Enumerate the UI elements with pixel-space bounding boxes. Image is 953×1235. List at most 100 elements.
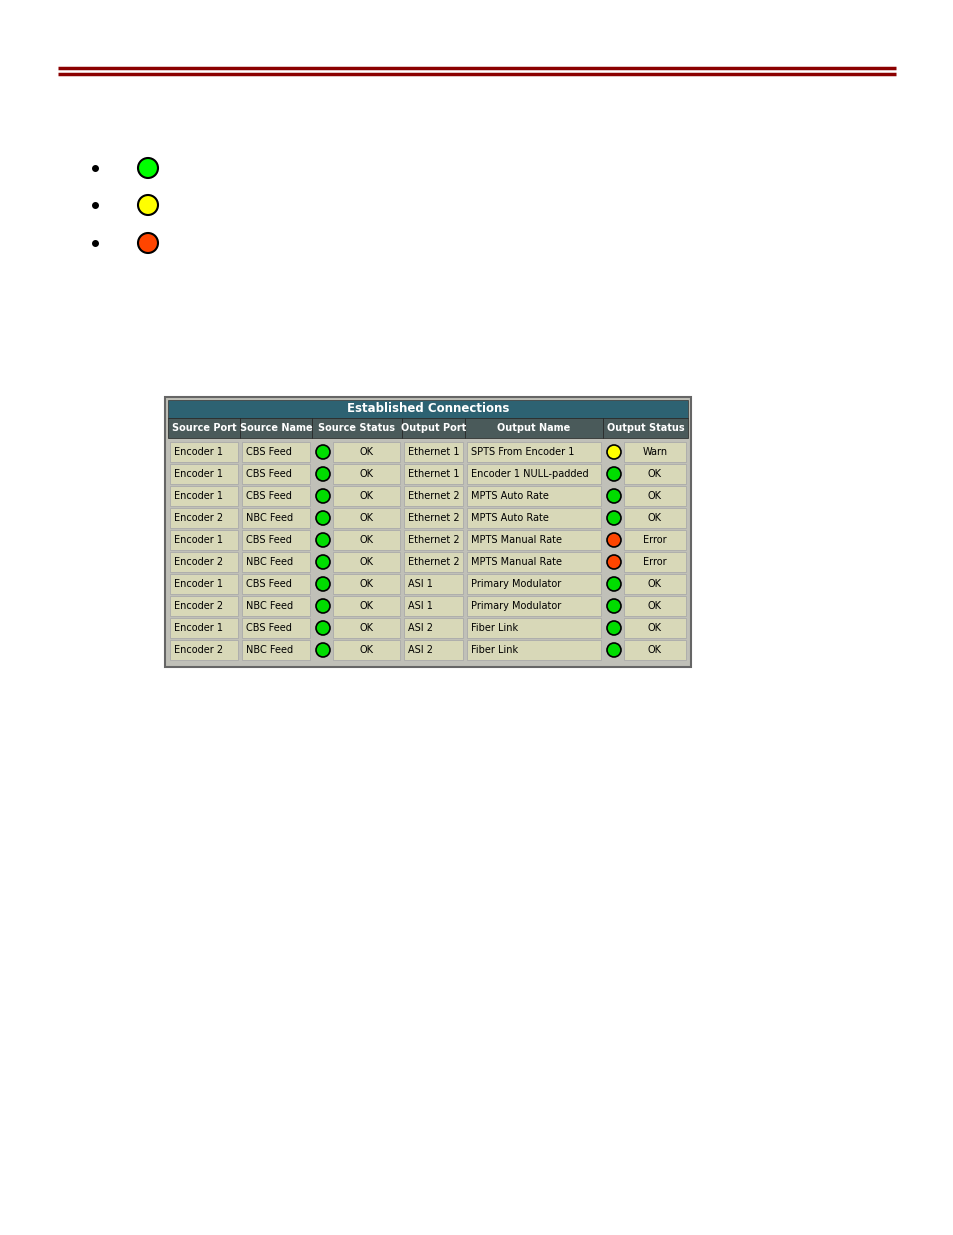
FancyBboxPatch shape (333, 442, 399, 462)
Circle shape (138, 195, 158, 215)
FancyBboxPatch shape (170, 508, 237, 529)
FancyBboxPatch shape (242, 530, 310, 550)
FancyBboxPatch shape (170, 530, 237, 550)
FancyBboxPatch shape (170, 618, 237, 638)
Circle shape (315, 621, 330, 635)
Text: MPTS Manual Rate: MPTS Manual Rate (471, 535, 561, 545)
Text: ASI 1: ASI 1 (408, 579, 433, 589)
FancyBboxPatch shape (242, 464, 310, 484)
Text: CBS Feed: CBS Feed (246, 447, 292, 457)
FancyBboxPatch shape (333, 574, 399, 594)
Circle shape (315, 577, 330, 592)
Text: SPTS From Encoder 1: SPTS From Encoder 1 (471, 447, 574, 457)
Text: Ethernet 2: Ethernet 2 (408, 513, 459, 522)
Circle shape (138, 233, 158, 253)
FancyBboxPatch shape (170, 442, 237, 462)
FancyBboxPatch shape (312, 417, 401, 438)
Text: Encoder 2: Encoder 2 (173, 557, 223, 567)
Circle shape (315, 511, 330, 525)
FancyBboxPatch shape (168, 400, 687, 417)
FancyBboxPatch shape (623, 574, 685, 594)
FancyBboxPatch shape (623, 597, 685, 616)
Text: Encoder 1: Encoder 1 (173, 579, 223, 589)
Text: ASI 1: ASI 1 (408, 601, 433, 611)
FancyBboxPatch shape (623, 442, 685, 462)
Text: OK: OK (647, 492, 661, 501)
FancyBboxPatch shape (464, 417, 602, 438)
Circle shape (606, 511, 620, 525)
FancyBboxPatch shape (602, 417, 687, 438)
Text: OK: OK (647, 469, 661, 479)
FancyBboxPatch shape (333, 640, 399, 659)
FancyBboxPatch shape (240, 417, 312, 438)
FancyBboxPatch shape (467, 640, 600, 659)
FancyBboxPatch shape (242, 487, 310, 506)
FancyBboxPatch shape (242, 597, 310, 616)
Text: CBS Feed: CBS Feed (246, 622, 292, 634)
Text: NBC Feed: NBC Feed (246, 557, 293, 567)
Circle shape (606, 599, 620, 613)
Circle shape (315, 534, 330, 547)
FancyBboxPatch shape (165, 396, 690, 667)
Text: OK: OK (359, 601, 374, 611)
Text: Output Status: Output Status (606, 424, 683, 433)
Text: OK: OK (359, 535, 374, 545)
Text: Encoder 1: Encoder 1 (173, 492, 223, 501)
Text: CBS Feed: CBS Feed (246, 492, 292, 501)
Text: MPTS Auto Rate: MPTS Auto Rate (471, 492, 548, 501)
FancyBboxPatch shape (623, 640, 685, 659)
Circle shape (315, 599, 330, 613)
Text: OK: OK (359, 557, 374, 567)
Text: Encoder 1: Encoder 1 (173, 469, 223, 479)
Text: OK: OK (359, 622, 374, 634)
Text: Error: Error (642, 535, 666, 545)
FancyBboxPatch shape (333, 618, 399, 638)
Text: Encoder 1: Encoder 1 (173, 447, 223, 457)
Text: Output Port: Output Port (400, 424, 466, 433)
FancyBboxPatch shape (403, 618, 462, 638)
Text: Fiber Link: Fiber Link (471, 645, 517, 655)
FancyBboxPatch shape (242, 640, 310, 659)
Text: Primary Modulator: Primary Modulator (471, 579, 560, 589)
FancyBboxPatch shape (623, 618, 685, 638)
FancyBboxPatch shape (467, 508, 600, 529)
Circle shape (315, 489, 330, 503)
FancyBboxPatch shape (467, 442, 600, 462)
Text: Source Name: Source Name (239, 424, 312, 433)
Circle shape (315, 467, 330, 480)
Text: OK: OK (647, 601, 661, 611)
FancyBboxPatch shape (403, 574, 462, 594)
Text: Output Name: Output Name (497, 424, 570, 433)
Text: OK: OK (647, 622, 661, 634)
Text: NBC Feed: NBC Feed (246, 601, 293, 611)
Text: Encoder 2: Encoder 2 (173, 513, 223, 522)
Text: OK: OK (359, 513, 374, 522)
Text: Established Connections: Established Connections (347, 403, 509, 415)
Text: Encoder 1: Encoder 1 (173, 622, 223, 634)
FancyBboxPatch shape (467, 464, 600, 484)
FancyBboxPatch shape (170, 574, 237, 594)
Text: CBS Feed: CBS Feed (246, 469, 292, 479)
FancyBboxPatch shape (467, 552, 600, 572)
FancyBboxPatch shape (467, 597, 600, 616)
FancyBboxPatch shape (623, 530, 685, 550)
FancyBboxPatch shape (623, 464, 685, 484)
Text: Source Status: Source Status (318, 424, 395, 433)
Text: OK: OK (647, 579, 661, 589)
FancyBboxPatch shape (403, 640, 462, 659)
FancyBboxPatch shape (333, 508, 399, 529)
FancyBboxPatch shape (242, 508, 310, 529)
FancyBboxPatch shape (333, 464, 399, 484)
FancyBboxPatch shape (623, 487, 685, 506)
Text: NBC Feed: NBC Feed (246, 645, 293, 655)
FancyBboxPatch shape (333, 530, 399, 550)
Text: Encoder 2: Encoder 2 (173, 601, 223, 611)
Text: Encoder 1 NULL-padded: Encoder 1 NULL-padded (471, 469, 588, 479)
Text: OK: OK (647, 513, 661, 522)
FancyBboxPatch shape (403, 442, 462, 462)
FancyBboxPatch shape (467, 574, 600, 594)
Text: Primary Modulator: Primary Modulator (471, 601, 560, 611)
FancyBboxPatch shape (403, 508, 462, 529)
Text: MPTS Auto Rate: MPTS Auto Rate (471, 513, 548, 522)
Text: Ethernet 1: Ethernet 1 (408, 469, 459, 479)
